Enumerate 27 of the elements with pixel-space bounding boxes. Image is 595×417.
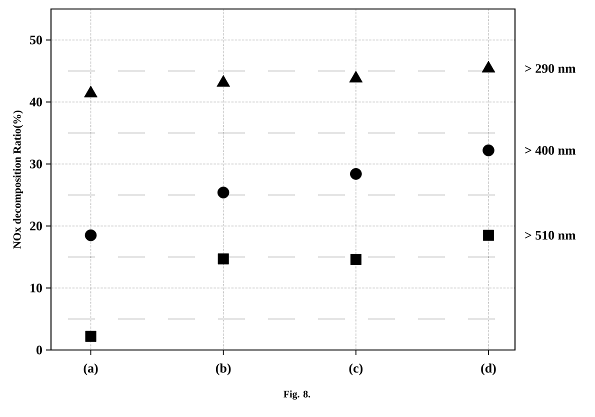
y-tick-label: 30 bbox=[30, 160, 42, 168]
point bbox=[218, 253, 229, 264]
point bbox=[482, 230, 494, 241]
x-tick-label: (a) bbox=[84, 364, 98, 376]
point bbox=[482, 60, 496, 72]
point bbox=[217, 186, 230, 198]
y-tick-label: 0 bbox=[36, 346, 42, 354]
y-axis-title: NOx decomposition Ratio(%) bbox=[13, 110, 24, 249]
y-tick-label: 40 bbox=[30, 98, 42, 106]
point bbox=[216, 75, 230, 87]
y-tick-label: 50 bbox=[30, 36, 42, 44]
x-tick-label: (d) bbox=[481, 364, 496, 376]
point bbox=[85, 330, 96, 342]
text: > 290 nm bbox=[525, 64, 576, 73]
x-tick-label: (b) bbox=[216, 364, 231, 376]
point bbox=[84, 86, 98, 98]
point bbox=[84, 229, 97, 242]
point bbox=[482, 144, 494, 156]
y-tick-label: 20 bbox=[30, 222, 42, 230]
point bbox=[349, 70, 363, 82]
point bbox=[350, 254, 362, 265]
text: > 510 nm bbox=[525, 230, 576, 240]
caption: Fig. 8. bbox=[284, 390, 310, 400]
point bbox=[350, 168, 362, 180]
x-tick-label: (c) bbox=[349, 364, 363, 376]
y-tick-label: 10 bbox=[30, 284, 42, 292]
text: > 400 nm bbox=[525, 146, 576, 155]
